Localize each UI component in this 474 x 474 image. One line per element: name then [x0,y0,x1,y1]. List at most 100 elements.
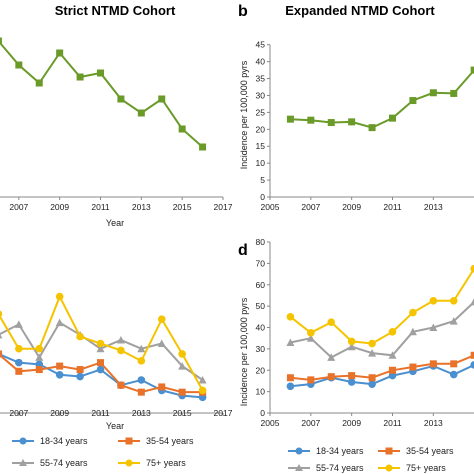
panel-c-point-55-74-years [198,375,207,384]
panel-b-point-series [429,89,437,97]
panel-d-y-tick-label: 50 [256,301,266,311]
panel-d-point-35-54-years [348,372,356,380]
panel-c-point-35-54-years [117,381,125,389]
legend-marker-55-74 [19,459,27,466]
panel-c-point-18-34-years [76,372,84,381]
panel-b-y-tick-label: 45 [256,40,266,50]
panel-c-point-55-74-years [55,318,64,327]
panel-b-x-tick-label: 2009 [342,202,361,212]
panel-a-x-tick-label: 2017 [214,202,233,212]
panel-a-x-tick-label: 2013 [132,202,151,212]
panel-c-point-75-years [76,332,84,341]
panel-d-point-35-54-years [429,360,437,368]
panel-d-point-55-74-years [327,353,336,361]
panel-a-x-tick-label: 2007 [9,202,28,212]
panel-d-point-35-54-years [470,351,474,359]
panel-d-y-tick-label: 40 [256,323,266,333]
panel-d-point-75-years [388,327,397,336]
panel-c-point-18-34-years [15,358,23,367]
panel-c-plot: 2007 2009 2011 2013 2015 2017 [0,292,233,418]
legend-d-marker-18-34 [295,447,303,455]
panel-a-xlabel: Year [106,218,124,228]
panel-d-x-tick-label: 2011 [383,418,402,428]
panel-d-point-75-years [449,296,458,305]
panel-b-point-series [348,118,356,126]
panel-b-label: b [238,3,248,20]
panel-d-point-55-74-years [449,317,458,325]
panel-d-x-tick-label: 2005 [261,418,280,428]
panel-b-y-tick-label: 15 [256,141,266,151]
panel-d-point-75-years [307,329,315,337]
panel-d-legend: 18-34 years 35-54 years 55-74 years 75+ … [288,446,454,473]
panel-d-point-75-years [286,313,295,321]
panel-c-point-55-74-years [0,333,3,339]
panel-d-y-tick-label: 60 [256,280,266,290]
panel-c-x-tick-label: 2017 [214,408,233,418]
panel-a-plot: 2007 2009 2011 2013 2015 2017 [0,37,233,212]
panel-a-point-series [199,143,207,151]
panel-d-label: d [238,242,248,259]
panel-c-point-55-74-years [137,344,146,353]
panel-a-point-series [97,69,104,77]
panel-c-point-75-years [15,344,23,353]
legend-label-35-54: 35-54 years [146,436,194,446]
legend-marker-18-34 [19,437,27,445]
panel-a-x-tick-label: 2009 [50,202,69,212]
panel-d-y-tick-label: 70 [256,258,266,268]
panel-c-point-18-34-years [137,376,146,384]
legend-d-label-18-34: 18-34 years [316,446,364,456]
legend-label-75plus: 75+ years [146,458,186,468]
panel-d-point-55-74-years [347,342,356,351]
panel-c-point-75-years [35,344,44,353]
panel-c-point-35-54-years [137,388,145,396]
panel-b-ylabel: Incidence per 100,000 pyrs [239,60,249,169]
panel-c-point-55-74-years [35,353,44,361]
panel-d-point-75-years [347,337,356,346]
panel-c-point-35-54-years [35,366,43,374]
panel-d-point-35-54-years [409,363,417,371]
panel-d-x-tick-label: 2007 [301,418,320,428]
panel-a-x-tick-label: 2015 [173,202,192,212]
panel-b-y-tick-label: 5 [260,175,265,185]
panel-c-point-18-34-years [55,370,64,379]
panel-b-point-series [286,115,294,123]
legend-label-18-34: 18-34 years [40,436,88,446]
panel-c-x-tick-label: 2011 [91,408,110,418]
panel-c-point-55-74-years [96,344,105,353]
panel-a-point-series [56,49,64,57]
panel-a-point-series [178,125,186,133]
panel-a-point-series [15,61,23,69]
panel-d-point-35-54-years [327,373,335,381]
panel-d-point-75-years [470,264,474,273]
panel-c-point-55-74-years [178,362,187,370]
panel-b-plot: 2005200720092011201320105101520253035404… [256,40,474,212]
panel-c-point-35-54-years [0,350,2,358]
panel-d-point-75-years [368,339,376,348]
panel-b-point-series [368,124,376,132]
panel-c-point-35-54-years [76,366,84,374]
panel-d-y-tick-label: 30 [256,344,266,354]
panel-a-point-series [0,37,2,45]
panel-d-y-tick-label: 0 [260,408,265,418]
panel-b-x-tick-label: 2007 [301,202,320,212]
panel-d-point-75-years [327,318,336,326]
legend-d-label-55-74: 55-74 years [316,463,364,473]
panel-b-x-tick-label: 2005 [261,202,280,212]
panel-c-point-75-years [178,350,186,358]
panel-b-y-tick-label: 40 [256,57,266,67]
legend-marker-35-54 [125,437,133,445]
panel-d-point-55-74-years [470,298,474,306]
panel-d-x-tick-label: 2009 [342,418,361,428]
panel-a-line-series [0,41,204,148]
panel-c-point-55-74-years [116,336,125,344]
panel-c-point-55-74-years [14,320,23,328]
panel-c-point-35-54-years [158,383,166,391]
panel-b-line-series [290,69,474,129]
panel-d-point-18-34-years [368,380,376,388]
legend-d-label-75plus: 75+ years [406,463,446,473]
panel-c-x-tick-label: 2015 [173,408,192,418]
panel-c-point-35-54-years [15,367,23,375]
panel-c-legend: 18-34 years 35-54 years 55-74 years 75+ … [12,436,194,468]
panel-d-point-55-74-years [408,327,417,336]
